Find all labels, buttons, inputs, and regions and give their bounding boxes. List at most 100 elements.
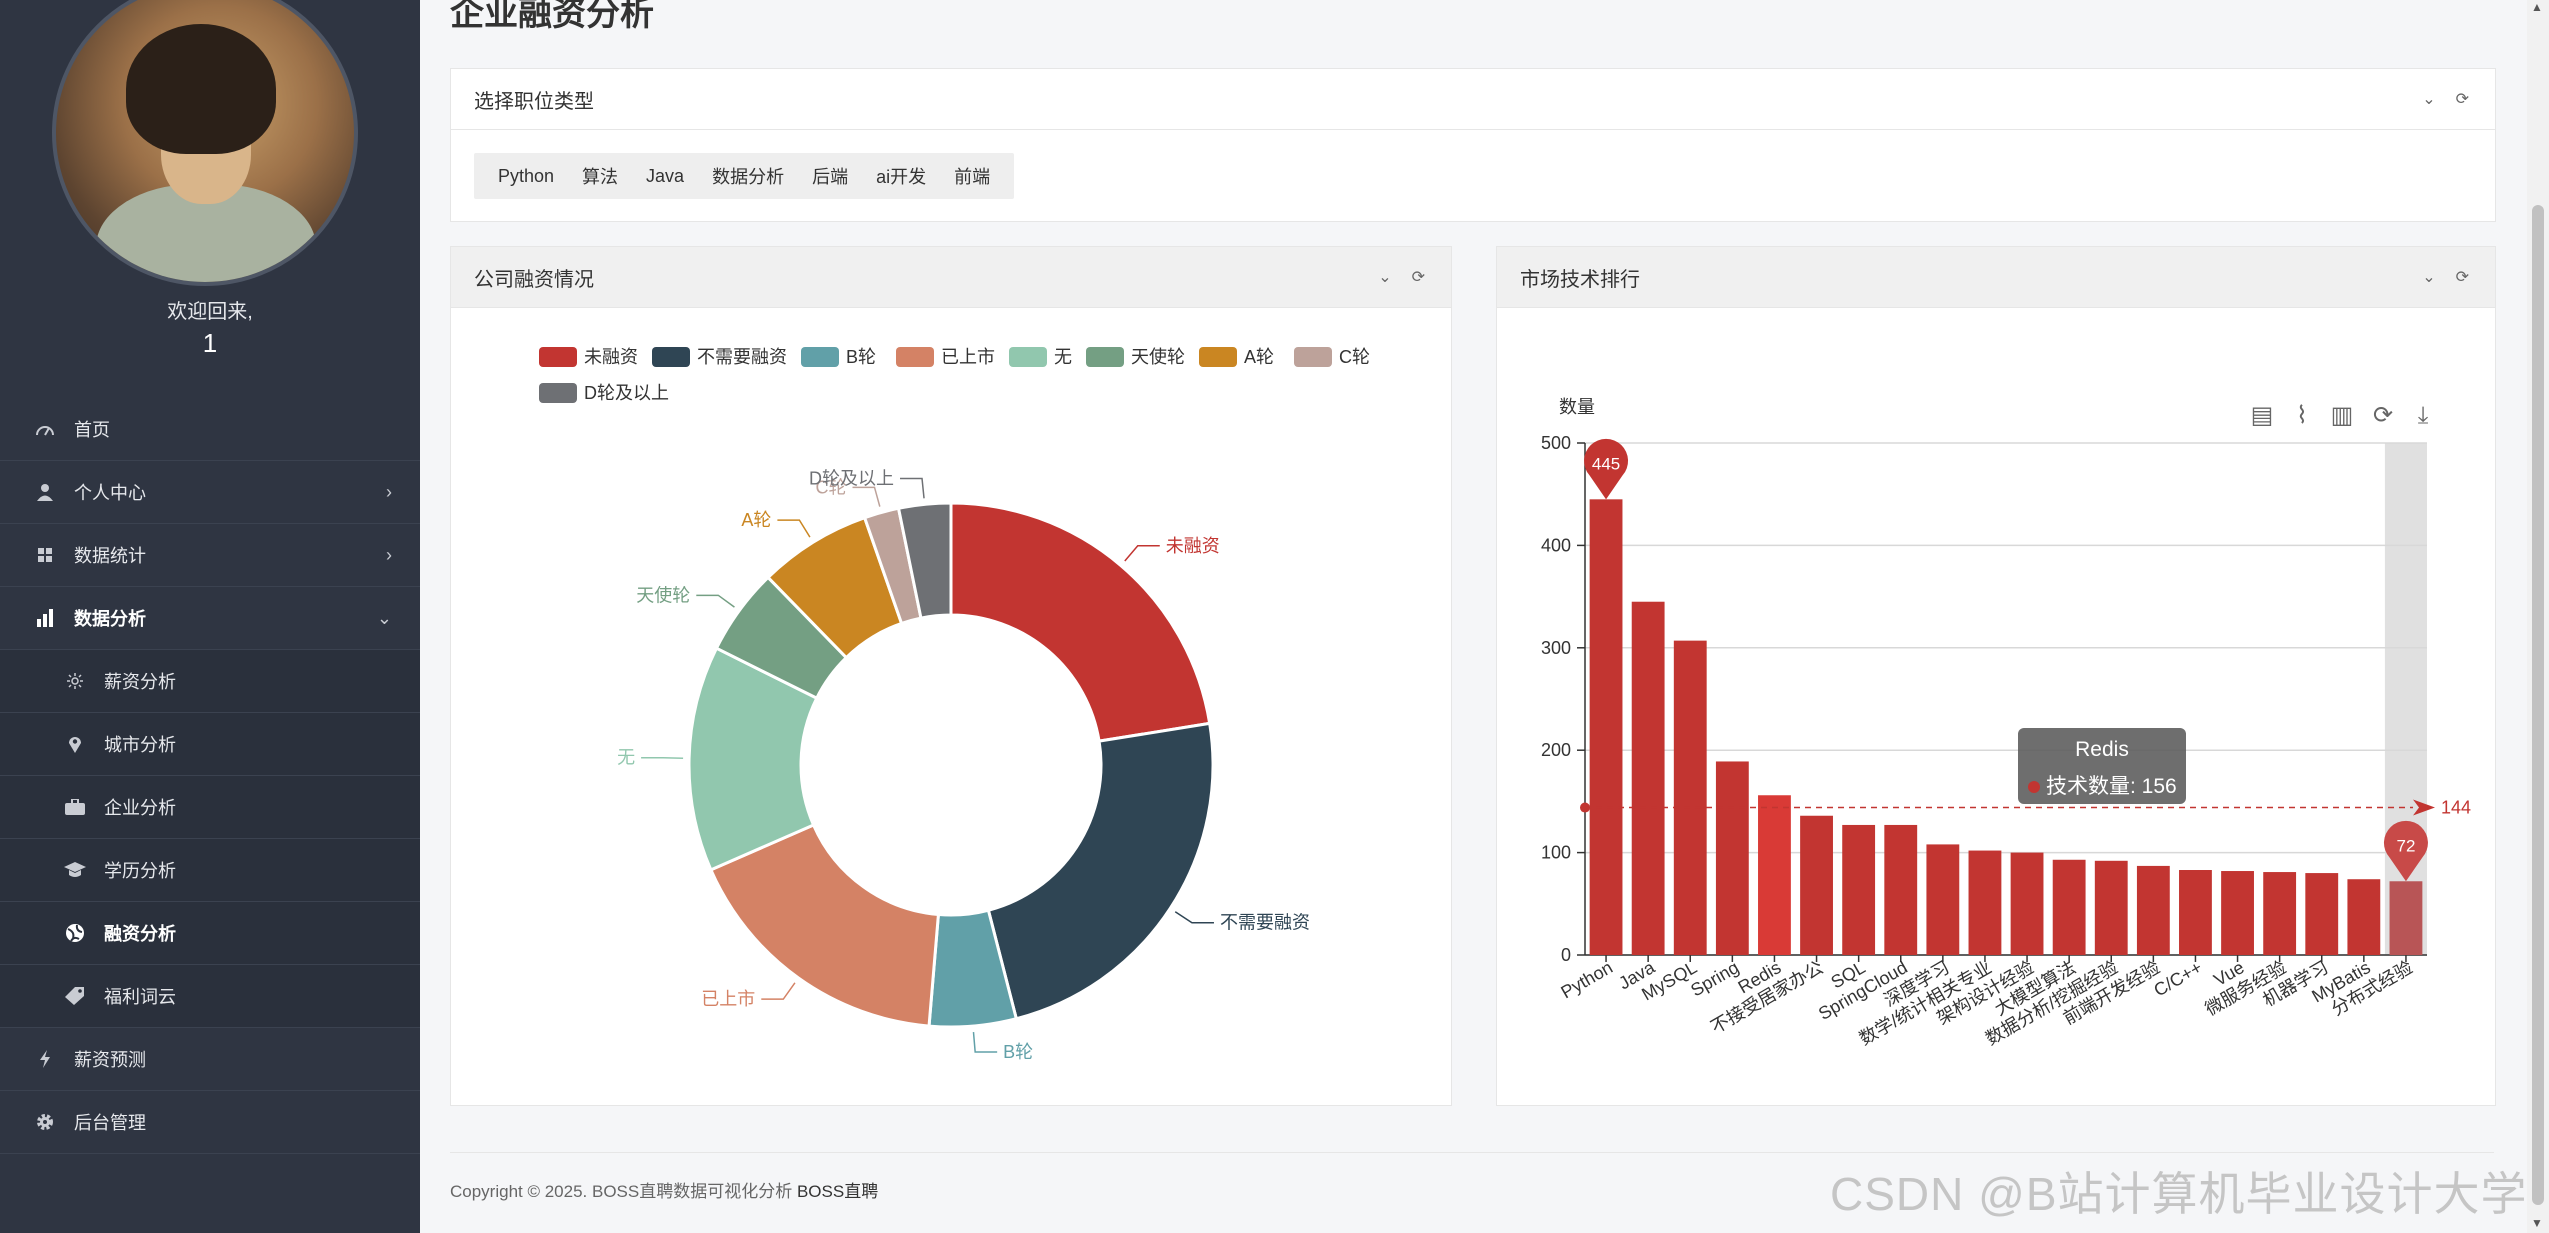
pie-label: D轮及以上 (809, 468, 894, 488)
pin-marker-label: 445 (1592, 454, 1620, 473)
legend-swatch[interactable] (896, 347, 934, 367)
bar[interactable] (1968, 850, 2002, 955)
page-scrollbar[interactable]: ▲ ▼ (2527, 0, 2549, 1233)
refresh-icon[interactable]: ⟳ (2455, 269, 2469, 286)
legend-label[interactable]: 不需要融资 (697, 347, 787, 367)
tab-frontend[interactable]: 前端 (954, 167, 991, 187)
pie-label: B轮 (1003, 1042, 1033, 1062)
nav-education-analysis[interactable]: 学历分析 (0, 839, 420, 902)
legend-label[interactable]: 未融资 (584, 347, 638, 367)
watermark: CSDN @B站计算机毕业设计大学 (1830, 1168, 2528, 1220)
scroll-down-icon[interactable]: ▼ (2531, 1216, 2543, 1230)
footer-brand-link[interactable]: BOSS直聘 (796, 1182, 879, 1201)
line-switch-icon[interactable]: ⌇ (2296, 402, 2308, 429)
bar[interactable] (2136, 865, 2170, 955)
legend-swatch[interactable] (652, 347, 690, 367)
legend-swatch[interactable] (539, 383, 577, 403)
pie-slice[interactable] (708, 823, 941, 1028)
collapse-icon[interactable]: ⌄ (2422, 269, 2436, 286)
y-tick-label: 0 (1561, 945, 1571, 965)
chevron-down-icon: ⌄ (376, 607, 392, 628)
legend-swatch[interactable] (1086, 347, 1124, 367)
bar[interactable] (1631, 601, 1665, 955)
legend-label[interactable]: D轮及以上 (584, 383, 669, 403)
bar[interactable] (2347, 879, 2381, 955)
legend-label[interactable]: 已上市 (941, 347, 995, 367)
pin-marker (2383, 820, 2428, 882)
tab-backend[interactable]: 后端 (812, 167, 849, 187)
nav-data-analysis[interactable]: 数据分析 ⌄ (0, 587, 420, 650)
legend-label[interactable]: 天使轮 (1131, 347, 1185, 367)
bar[interactable] (1758, 795, 1791, 955)
tab-python[interactable]: Python (498, 165, 555, 186)
nav-data-stats[interactable]: 数据统计 › (0, 524, 420, 587)
user-id: 1 (202, 328, 218, 358)
bar[interactable] (2263, 872, 2297, 955)
bar[interactable] (2094, 860, 2128, 955)
nav-funding-analysis[interactable]: 融资分析 (0, 902, 420, 965)
bar[interactable] (1589, 499, 1623, 955)
nav-salary-forecast[interactable]: 薪资预测 (0, 1028, 420, 1091)
legend-swatch[interactable] (1294, 347, 1332, 367)
page-title: 企业融资分析 (450, 0, 654, 33)
pie-slice[interactable] (986, 721, 1215, 1021)
tab-ai-dev[interactable]: ai开发 (876, 167, 927, 187)
bar[interactable] (1673, 640, 1707, 955)
nav-home[interactable]: 首页 (0, 398, 420, 461)
grid-icon (34, 544, 56, 566)
nav-profile[interactable]: 个人中心 › (0, 461, 420, 524)
user-icon (34, 481, 56, 503)
bar[interactable] (2221, 871, 2254, 955)
bar[interactable] (2010, 852, 2044, 955)
pie-slice[interactable] (949, 501, 1212, 743)
bar[interactable] (1800, 815, 1833, 955)
bar[interactable] (2179, 870, 2212, 955)
nav-label: 个人中心 (74, 483, 146, 503)
nav-city-analysis[interactable]: 城市分析 (0, 713, 420, 776)
collapse-icon[interactable]: ⌄ (1378, 269, 1392, 286)
avatar[interactable] (52, 0, 358, 286)
data-view-icon[interactable]: ▤ (2251, 402, 2274, 429)
position-tabs: Python 算法 Java 数据分析 后端 ai开发 前端 (474, 153, 1015, 199)
bar[interactable] (1926, 844, 1960, 955)
welcome-text: 欢迎回来, (167, 301, 253, 323)
briefcase-icon (64, 796, 86, 818)
nav-admin[interactable]: 后台管理 (0, 1091, 420, 1154)
bar[interactable] (2305, 873, 2339, 955)
bar[interactable] (1715, 761, 1749, 955)
nav-benefit-cloud[interactable]: 福利词云 (0, 965, 420, 1028)
bar-switch-icon[interactable]: ▥ (2331, 402, 2354, 429)
legend-swatch[interactable] (539, 347, 577, 367)
y-tick-label: 100 (1541, 843, 1571, 863)
tag-icon (64, 985, 86, 1007)
bar[interactable] (2389, 881, 2423, 955)
scroll-thumb[interactable] (2532, 205, 2544, 1205)
pie-label: 未融资 (1166, 536, 1220, 556)
restore-icon[interactable]: ⟳ (2373, 402, 2393, 429)
scroll-up-icon[interactable]: ▲ (2531, 0, 2543, 14)
pie-leader-line (1174, 911, 1214, 924)
legend-label[interactable]: 无 (1054, 347, 1072, 367)
bar[interactable] (1884, 824, 1918, 955)
refresh-icon[interactable]: ⟳ (2455, 91, 2469, 108)
legend-swatch[interactable] (1009, 347, 1047, 367)
y-tick-label: 500 (1541, 433, 1571, 453)
pie-slice[interactable] (896, 501, 953, 620)
nav-company-analysis[interactable]: 企业分析 (0, 776, 420, 839)
legend-label[interactable]: C轮 (1339, 347, 1370, 367)
bar[interactable] (1842, 824, 1876, 955)
nav-salary-analysis[interactable]: 薪资分析 (0, 650, 420, 713)
legend-label[interactable]: A轮 (1244, 347, 1274, 367)
panel-header: 选择职位类型 ⌄ ⟳ (451, 69, 2495, 130)
tab-data-analysis[interactable]: 数据分析 (712, 167, 785, 187)
save-image-icon[interactable]: ⤓ (2418, 402, 2429, 429)
refresh-icon[interactable]: ⟳ (1411, 269, 1425, 286)
tab-java[interactable]: Java (646, 165, 685, 186)
legend-swatch[interactable] (801, 347, 839, 367)
bar[interactable] (2052, 859, 2086, 955)
collapse-icon[interactable]: ⌄ (2422, 91, 2436, 108)
panel-title: 公司融资情况 (474, 268, 594, 291)
tab-algorithm[interactable]: 算法 (582, 167, 619, 187)
legend-label[interactable]: B轮 (846, 347, 876, 367)
legend-swatch[interactable] (1199, 347, 1237, 367)
